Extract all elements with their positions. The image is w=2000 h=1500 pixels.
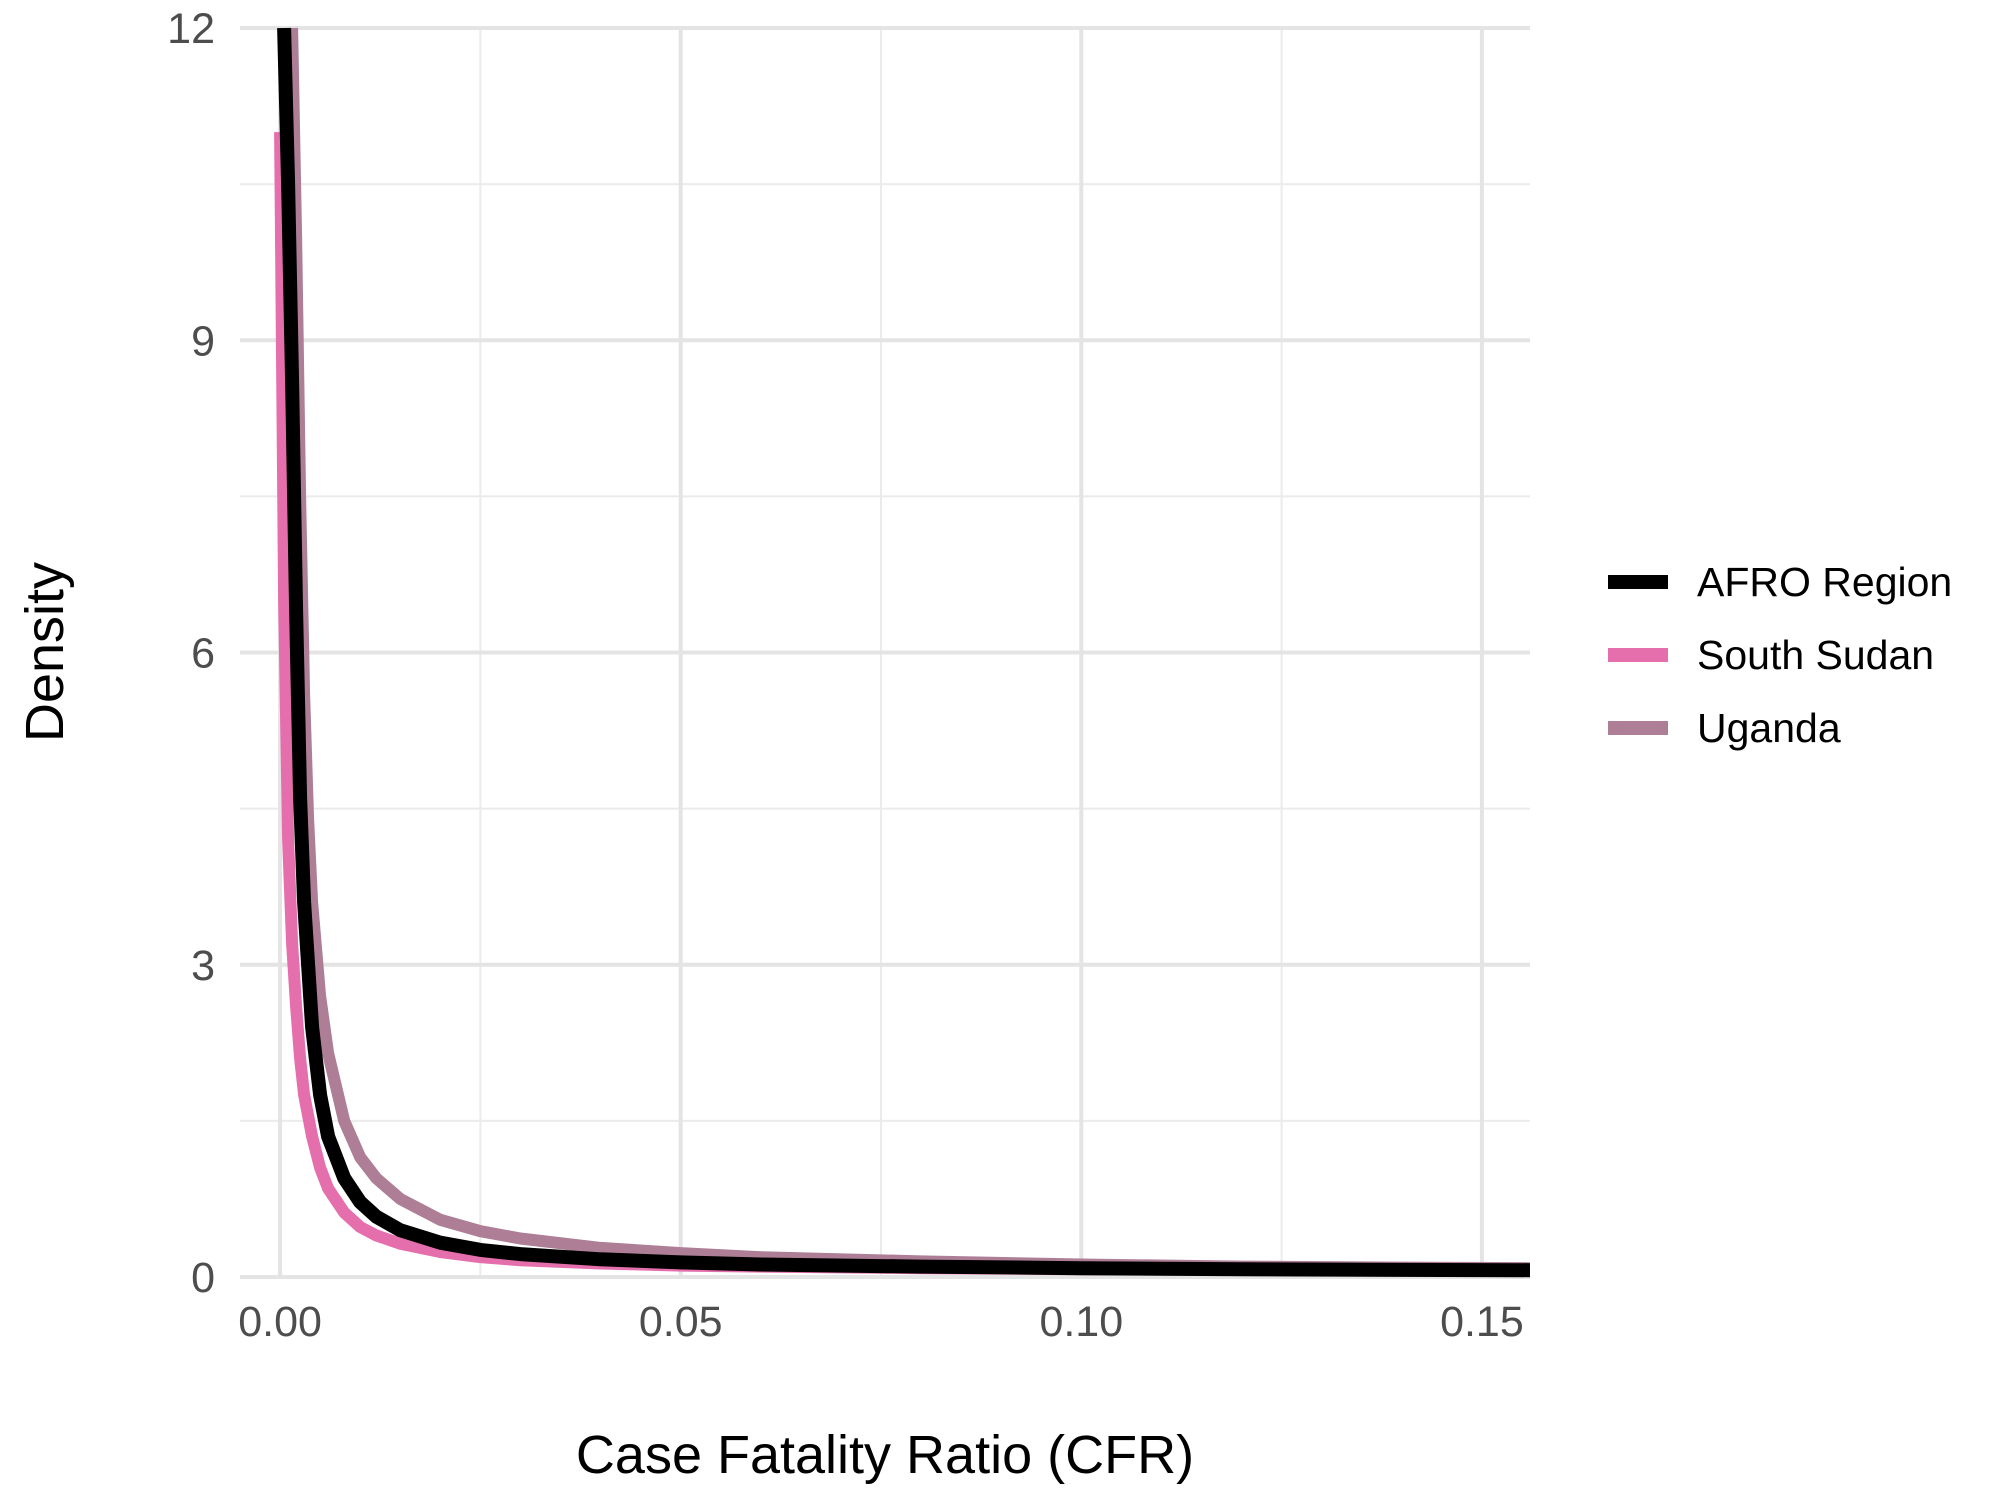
legend-label-afro-region: AFRO Region — [1697, 559, 1952, 605]
y-tick-label: 9 — [191, 317, 215, 365]
y-tick-labels: 0 3 6 9 12 — [167, 5, 215, 1302]
y-tick-label: 12 — [167, 5, 215, 53]
series-line-afro-region — [277, 27, 1530, 1278]
x-tick-label: 0.05 — [639, 1298, 723, 1346]
x-tick-label: 0.10 — [1039, 1298, 1123, 1346]
legend-label-uganda: Uganda — [1697, 705, 1841, 751]
y-tick-label: 6 — [191, 630, 215, 678]
x-tick-label: 0.00 — [238, 1298, 322, 1346]
grid-major — [240, 26, 1530, 1279]
legend: AFRO Region South Sudan Uganda — [1608, 559, 1952, 751]
series-lines — [274, 27, 1530, 1278]
series-line-south-sudan — [274, 132, 1530, 1277]
series-line-uganda — [286, 27, 1530, 1275]
legend-label-south-sudan: South Sudan — [1697, 632, 1934, 678]
legend-item-afro-region: AFRO Region — [1608, 559, 1952, 605]
y-axis-title: Density — [15, 562, 75, 742]
y-tick-label: 3 — [191, 942, 215, 990]
y-tick-label: 0 — [191, 1254, 215, 1302]
x-tick-labels: 0.00 0.05 0.10 0.15 — [238, 1298, 1524, 1346]
legend-item-uganda: Uganda — [1608, 705, 1841, 751]
x-axis-title: Case Fatality Ratio (CFR) — [576, 1425, 1194, 1485]
legend-item-south-sudan: South Sudan — [1608, 632, 1934, 678]
x-tick-label: 0.15 — [1440, 1298, 1524, 1346]
